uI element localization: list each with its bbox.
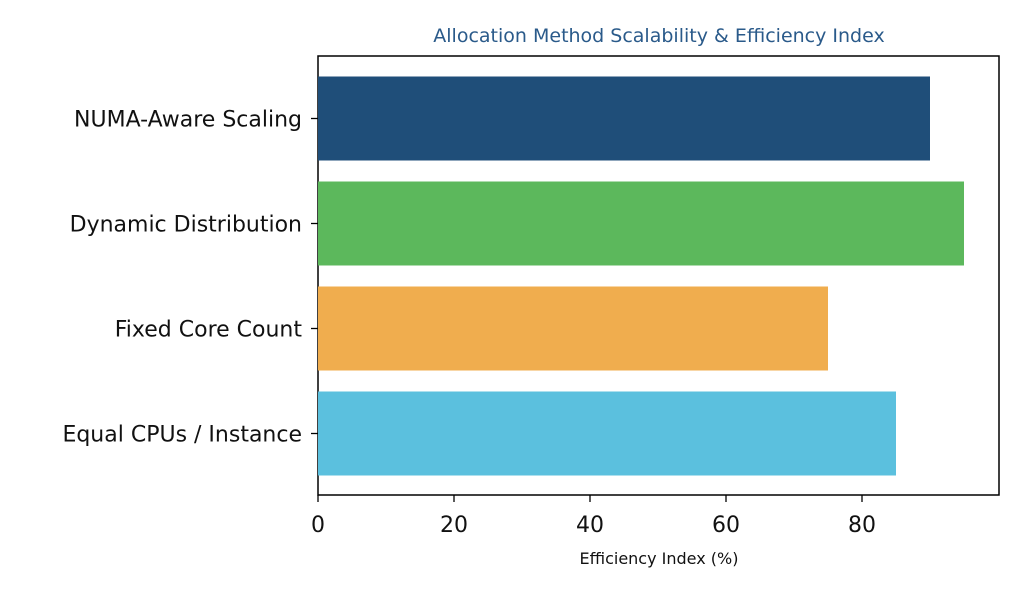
plot-frame [317, 55, 1000, 496]
y-tick-label: Equal CPUs / Instance [62, 423, 302, 448]
y-tick-label: NUMA-Aware Scaling [74, 108, 302, 133]
x-axis-label: Efficiency Index (%) [580, 549, 739, 568]
x-tick-label: 0 [311, 513, 325, 538]
x-tick-label: 40 [576, 513, 604, 538]
y-tick-label: Fixed Core Count [115, 318, 303, 343]
x-axis: 0 20 40 60 80 [311, 495, 876, 538]
x-tick-label: 20 [440, 513, 468, 538]
x-tick-label: 80 [848, 513, 876, 538]
x-tick-label: 60 [712, 513, 740, 538]
y-tick-label: Dynamic Distribution [70, 213, 302, 238]
y-axis: NUMA-Aware Scaling Dynamic Distribution Fi… [62, 108, 318, 448]
bar-fixed-core-count [318, 286, 828, 371]
bar-equal-cpus-instance [318, 391, 896, 476]
bar-numa-aware-scaling [318, 76, 930, 161]
bars-group [318, 76, 964, 476]
bar-dynamic-distribution [318, 181, 964, 266]
chart-title: Allocation Method Scalability & Efficien… [433, 25, 884, 47]
